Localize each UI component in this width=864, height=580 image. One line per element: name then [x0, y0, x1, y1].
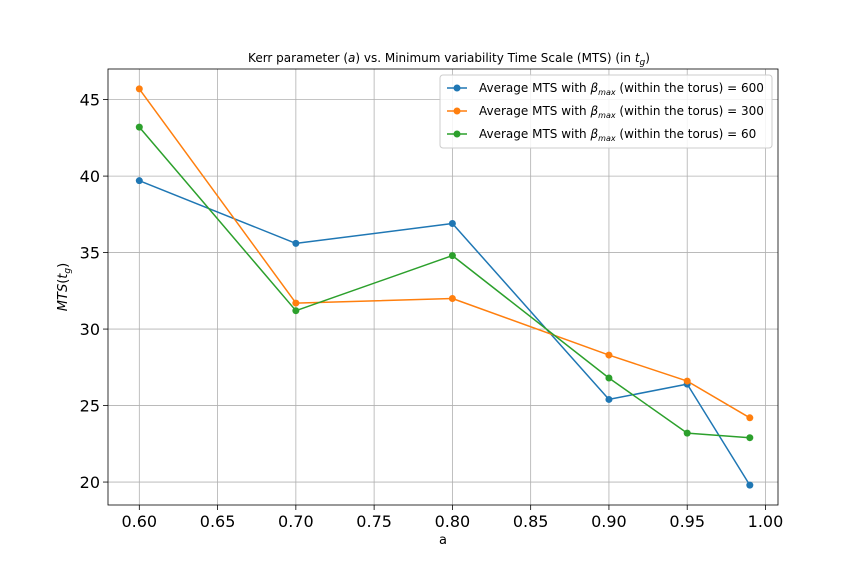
y-tick-label: 35 [80, 244, 100, 263]
legend-marker [453, 130, 461, 138]
y-label-part: MTS [56, 284, 71, 311]
legend-part: (within the torus) = 60 [616, 127, 757, 141]
x-tick-label: 0.70 [278, 512, 314, 531]
axes-frame [107, 68, 779, 506]
data-point [605, 395, 613, 403]
y-label-part: ( [56, 279, 71, 284]
x-tick-label: 0.75 [356, 512, 392, 531]
y-tick-label: 40 [80, 167, 100, 186]
legend-part: max [598, 111, 616, 120]
legend-part: Average MTS with [479, 104, 590, 118]
legend-part: Average MTS with [479, 127, 590, 141]
legend-marker [453, 84, 461, 92]
series-line [138, 88, 751, 419]
chart-title: Kerr parameter (a) vs. Minimum variabili… [248, 51, 650, 68]
legend: Average MTS with βmax (within the torus)… [439, 74, 773, 149]
y-tick-label: 25 [80, 397, 100, 416]
legend-part: β [589, 127, 598, 141]
title-part: ) vs. Minimum variability Time Scale (MT… [355, 51, 634, 65]
tick-layer: 0.60 0.65 0.70 0.75 0.80 0.85 0.90 0.95 1.00 20 25… [80, 91, 784, 531]
data-point [448, 294, 456, 302]
data-point [292, 239, 300, 247]
x-tick-label: 0.65 [200, 512, 236, 531]
title-part: g [640, 58, 646, 68]
data-point [292, 299, 300, 307]
legend-part: (within the torus) = 600 [616, 81, 764, 95]
legend-box [439, 74, 773, 149]
legend-part: (within the torus) = 300 [616, 104, 764, 118]
legend-marker [453, 107, 461, 115]
legend-part: max [598, 134, 616, 143]
x-tick-label: 0.90 [591, 512, 627, 531]
x-tick-label: 0.80 [435, 512, 471, 531]
data-point [605, 374, 613, 382]
data-point [746, 481, 754, 489]
data-point [746, 434, 754, 442]
legend-entry-300: Average MTS with βmax (within the torus)… [447, 104, 764, 120]
data-point [746, 414, 754, 422]
title-part: a [348, 51, 355, 65]
y-label-part: t [56, 273, 71, 279]
series-0 [135, 177, 754, 489]
x-tick-label: 1.00 [748, 512, 784, 531]
data-point [605, 351, 613, 359]
legend-label: Average MTS with βmax (within the torus)… [479, 104, 764, 120]
series-line [139, 180, 751, 486]
series-1 [135, 85, 754, 422]
data-point [683, 377, 691, 385]
series-layer [135, 85, 754, 489]
legend-label: Average MTS with βmax (within the torus)… [479, 81, 764, 97]
y-label-part: ) [56, 263, 71, 268]
legend-part: Average MTS with [479, 81, 590, 95]
series-2 [135, 123, 754, 442]
legend-label: Average MTS with βmax (within the torus)… [479, 127, 756, 143]
data-point [135, 85, 143, 93]
x-tick-label: 0.95 [669, 512, 705, 531]
title-part: ) [645, 51, 650, 65]
data-point [448, 252, 456, 260]
data-point [292, 307, 300, 315]
y-axis-label: MTS(tg) [56, 263, 73, 311]
y-tick-label: 20 [80, 473, 100, 492]
title-part: Kerr parameter ( [248, 51, 348, 65]
series-line [138, 126, 750, 439]
legend-part: β [589, 104, 598, 118]
data-point [135, 177, 143, 185]
data-point [448, 220, 456, 228]
legend-entry-600: Average MTS with βmax (within the torus)… [447, 81, 764, 97]
data-point [135, 123, 143, 131]
legend-entry-60: Average MTS with βmax (within the torus)… [447, 127, 756, 143]
legend-part: β [589, 81, 598, 95]
title-part: t [635, 51, 641, 65]
data-point [683, 429, 691, 437]
grid-layer [108, 69, 778, 505]
y-tick-label: 45 [80, 91, 100, 110]
x-tick-label: 0.60 [121, 512, 157, 531]
legend-part: max [598, 88, 616, 97]
x-tick-label: 0.85 [513, 512, 549, 531]
y-label-part: g [63, 268, 73, 274]
x-axis-label: a [439, 533, 447, 548]
y-tick-label: 30 [80, 320, 100, 339]
